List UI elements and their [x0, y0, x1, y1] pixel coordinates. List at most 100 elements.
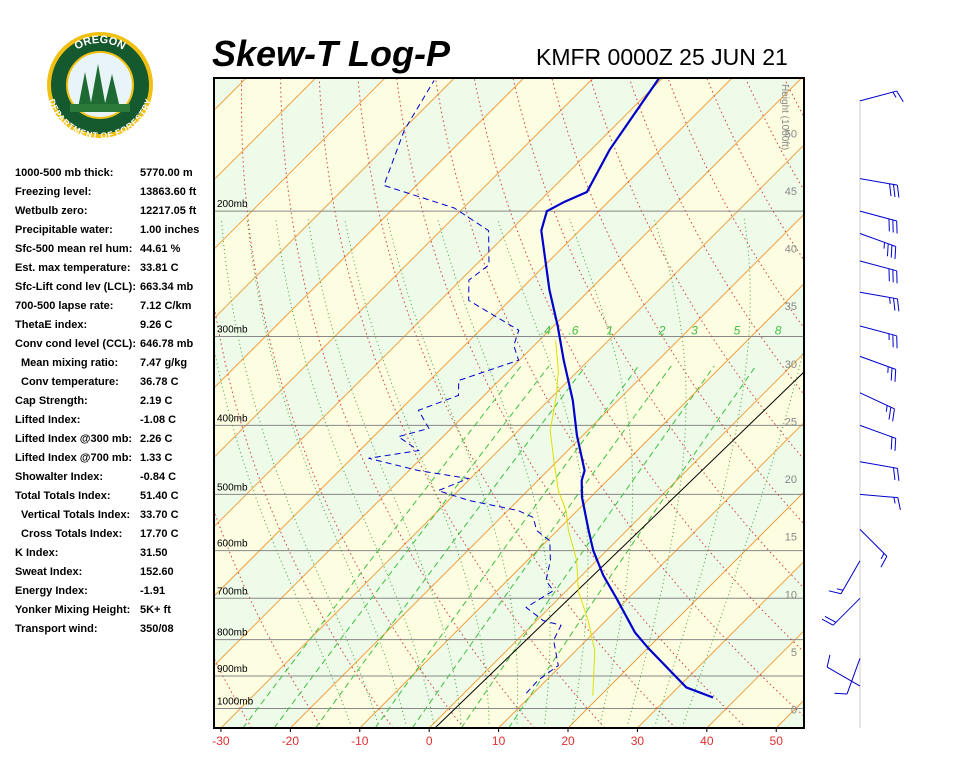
index-value: 5K+ ft: [140, 604, 171, 616]
mixing-line: [460, 365, 715, 728]
logo-text-top: OREGON: [73, 34, 128, 53]
index-label: Cross Totals Index:: [21, 528, 122, 540]
wind-staff: [832, 597, 861, 626]
y-tick-label: 500mb: [217, 482, 248, 493]
index-value: 36.78 C: [140, 376, 179, 388]
index-value: 646.78 mb: [140, 338, 193, 350]
wind-staff: [859, 325, 897, 337]
isotherm: [214, 78, 455, 320]
wind-barb: [896, 90, 904, 102]
y2-tick-label: 35: [785, 301, 797, 313]
y-tick-label: 600mb: [217, 539, 248, 550]
indices-panel: 1000-500 mb thick: 5770.00 m Freezing leve…: [15, 167, 199, 635]
mixing-label: .4: [541, 323, 551, 337]
isotherm: [289, 213, 804, 728]
y-tick-label: 300mb: [217, 324, 248, 335]
wind-staff: [859, 493, 898, 499]
x-tick-label: -30: [212, 734, 230, 748]
wind-staff: [859, 178, 898, 186]
isotherm: [214, 78, 802, 667]
wind-staff: [826, 666, 861, 687]
y2-tick-label: 50: [785, 128, 797, 140]
mixing-label: 1: [606, 323, 613, 337]
wind-staff: [859, 424, 896, 439]
mixing-line: [508, 365, 757, 728]
index-value: 663.34 mb: [140, 281, 193, 293]
wind-barb: [896, 468, 900, 481]
y-tick-label: 800mb: [217, 628, 248, 639]
index-value: -1.08 C: [140, 414, 176, 426]
profile-line: [549, 340, 596, 696]
mixing-label: 3: [691, 323, 698, 337]
y2-tick-label: 5: [791, 647, 797, 659]
plot-frame: [213, 77, 805, 729]
index-value: 7.12 C/km: [140, 300, 192, 312]
y2-tick-label: 15: [785, 532, 797, 544]
x-tick-label: 10: [492, 734, 506, 748]
index-label: Lifted Index @700 mb:: [15, 452, 132, 464]
wind-barb: [893, 497, 896, 504]
wind-barb: [896, 185, 900, 198]
wind-barb: [886, 243, 889, 257]
moist-adiabat: [497, 218, 589, 724]
wind-barb: [890, 245, 893, 258]
index-label: K Index:: [15, 547, 58, 559]
y-tick-label: 400mb: [217, 413, 248, 424]
y2-tick-label: 20: [785, 474, 797, 486]
moist-adiabat: [682, 346, 804, 724]
index-label: Transport wind:: [15, 623, 98, 635]
wind-barb: [836, 588, 844, 591]
wind-staff: [859, 392, 895, 410]
x-tick-label: 40: [700, 734, 714, 748]
wind-barb: [892, 467, 896, 481]
wind-barb: [890, 436, 893, 450]
wind-barb: [894, 438, 897, 451]
isotherm: [214, 78, 733, 597]
index-value: 13863.60 ft: [140, 186, 197, 198]
reference-line: [434, 371, 804, 728]
axes: 200mb 300mb 400mb 500mb 600mb 700mb 800mb 900mb…: [212, 77, 805, 748]
mixing-line: [242, 365, 522, 728]
wind-barb: [889, 297, 891, 304]
index-value: 33.81 C: [140, 262, 179, 274]
wind-staff: [859, 210, 897, 222]
index-label: 700-500 lapse rate:: [15, 300, 113, 312]
wind-barb: [826, 654, 831, 668]
mixing-line: [273, 365, 550, 728]
index-label: Freezing level:: [15, 186, 91, 198]
chart-subtitle: KMFR 0000Z 25 JUN 21: [536, 44, 788, 70]
logo-tree: [90, 64, 106, 108]
index-value: 12217.05 ft: [140, 205, 197, 217]
dry-adiabat: [214, 301, 394, 728]
index-label: Showalter Index:: [15, 471, 103, 483]
index-value: 1.33 C: [140, 452, 172, 464]
index-value: 9.26 C: [140, 319, 172, 331]
isotherm: [637, 560, 804, 728]
x-tick-label: -10: [351, 734, 369, 748]
index-value: -1.91: [140, 585, 165, 597]
logo-tree: [78, 72, 92, 108]
dry-adiabat: [318, 78, 606, 728]
isotherm: [214, 78, 664, 528]
index-label: Conv temperature:: [21, 376, 119, 388]
mixing-label: 5: [734, 323, 741, 337]
moist-adiabat: [437, 218, 551, 724]
y2-tick-label: 0: [791, 705, 797, 717]
chart-title: Skew-T Log-P: [212, 33, 451, 74]
x-tick-label: 0: [426, 734, 433, 748]
y2-tick-label: 45: [785, 186, 797, 198]
index-label: Total Totals Index:: [15, 490, 111, 502]
wind-barb: [892, 184, 896, 197]
dry-adiabat: [280, 78, 535, 728]
isotherm: [214, 78, 594, 459]
isotherm: [220, 144, 804, 728]
wind-barbs: [821, 90, 904, 728]
wind-barb: [828, 590, 842, 595]
wind-barb: [888, 407, 892, 420]
index-value: 17.70 C: [140, 528, 179, 540]
index-label: Sfc-Lift cond lev (LCL):: [15, 281, 136, 293]
index-value: 350/08: [140, 623, 174, 635]
index-value: 1.00 inches: [140, 224, 199, 236]
index-label: Est. max temperature:: [15, 262, 131, 274]
